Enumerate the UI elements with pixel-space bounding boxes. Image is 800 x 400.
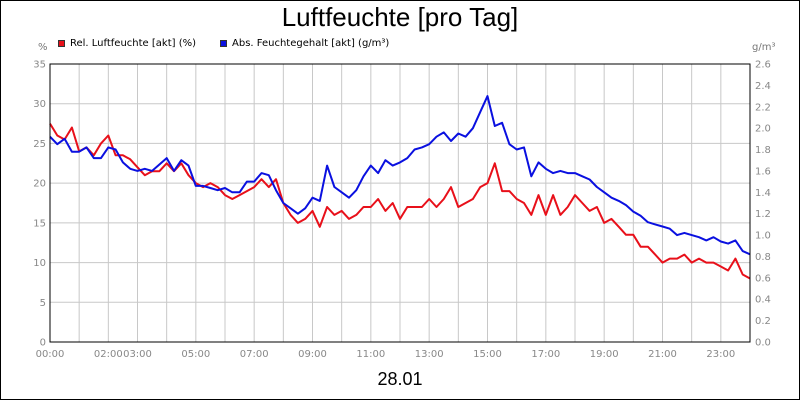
y-tick-label-right: 1.8	[755, 145, 771, 156]
y-tick-label-right: 2.6	[755, 60, 771, 71]
legend-label-rel-humidity: Rel. Luftfeuchte [akt] (%)	[70, 38, 197, 49]
axis-ticks: 0 5 10 15 20 25 30 35 0.0 0.2 0.4 0.6 0.8 1.0 1.2 1.4 1.…	[33, 60, 771, 361]
x-tick-label: 15:00	[473, 349, 502, 360]
x-tick-label: 23:00	[706, 349, 735, 360]
plot-border	[49, 63, 751, 343]
legend-swatch-blue	[220, 40, 228, 47]
y-tick-label-left: 5	[40, 298, 46, 309]
y-tick-label-right: 1.0	[755, 231, 771, 242]
series-line-abs-humidity	[49, 95, 751, 256]
y-tick-label-right: 1.4	[755, 188, 771, 199]
y-tick-label-right: 2.2	[755, 102, 771, 113]
y-tick-label-left: 25	[33, 139, 46, 150]
x-axis-date-label: 28.01	[377, 369, 423, 389]
grid	[50, 63, 750, 343]
x-tick-label: 13:00	[415, 349, 444, 360]
chart-title: Luftfeuchte [pro Tag]	[281, 2, 519, 32]
y-tick-label-left: 10	[33, 258, 46, 269]
legend-label-abs-humidity: Abs. Feuchtegehalt [akt] (g/m³)	[232, 38, 390, 49]
y-axis-label-right: g/m³	[752, 42, 775, 53]
y-tick-label-left: 0	[40, 338, 46, 349]
y-tick-label-right: 1.2	[755, 209, 771, 220]
y-tick-label-right: 0.2	[755, 316, 771, 327]
x-tick-label: 02:00	[94, 349, 123, 360]
x-tick-label: 21:00	[648, 349, 677, 360]
series-line-rel-humidity	[49, 123, 751, 280]
x-tick-label: 03:00	[123, 349, 152, 360]
legend-item-abs-humidity: Abs. Feuchtegehalt [akt] (g/m³)	[220, 38, 389, 49]
legend-swatch-red	[58, 40, 65, 47]
y-axis-label-left: %	[38, 42, 48, 53]
x-tick-label: 09:00	[298, 349, 327, 360]
x-tick-label: 11:00	[356, 349, 385, 360]
y-tick-label-right: 1.6	[755, 166, 771, 177]
x-tick-label: 00:00	[36, 349, 65, 360]
y-tick-label-left: 20	[33, 179, 46, 190]
series-lines	[49, 95, 751, 280]
y-tick-label-right: 2.4	[755, 81, 771, 92]
x-tick-label: 17:00	[531, 349, 560, 360]
y-tick-label-right: 0.4	[755, 295, 771, 306]
chart-legend: Rel. Luftfeuchte [akt] (%) Abs. Feuchteg…	[58, 38, 389, 49]
x-tick-label: 19:00	[590, 349, 619, 360]
y-tick-label-left: 30	[33, 99, 46, 110]
y-tick-label-left: 15	[33, 218, 46, 229]
x-tick-label: 05:00	[181, 349, 210, 360]
y-tick-label-right: 0.8	[755, 252, 771, 263]
legend-item-rel-humidity: Rel. Luftfeuchte [akt] (%)	[58, 38, 196, 49]
x-tick-label: 07:00	[240, 349, 269, 360]
y-tick-label-right: 0.0	[755, 338, 771, 349]
y-tick-label-right: 2.0	[755, 124, 771, 135]
y-tick-label-left: 35	[33, 60, 46, 71]
y-tick-label-right: 0.6	[755, 273, 771, 284]
